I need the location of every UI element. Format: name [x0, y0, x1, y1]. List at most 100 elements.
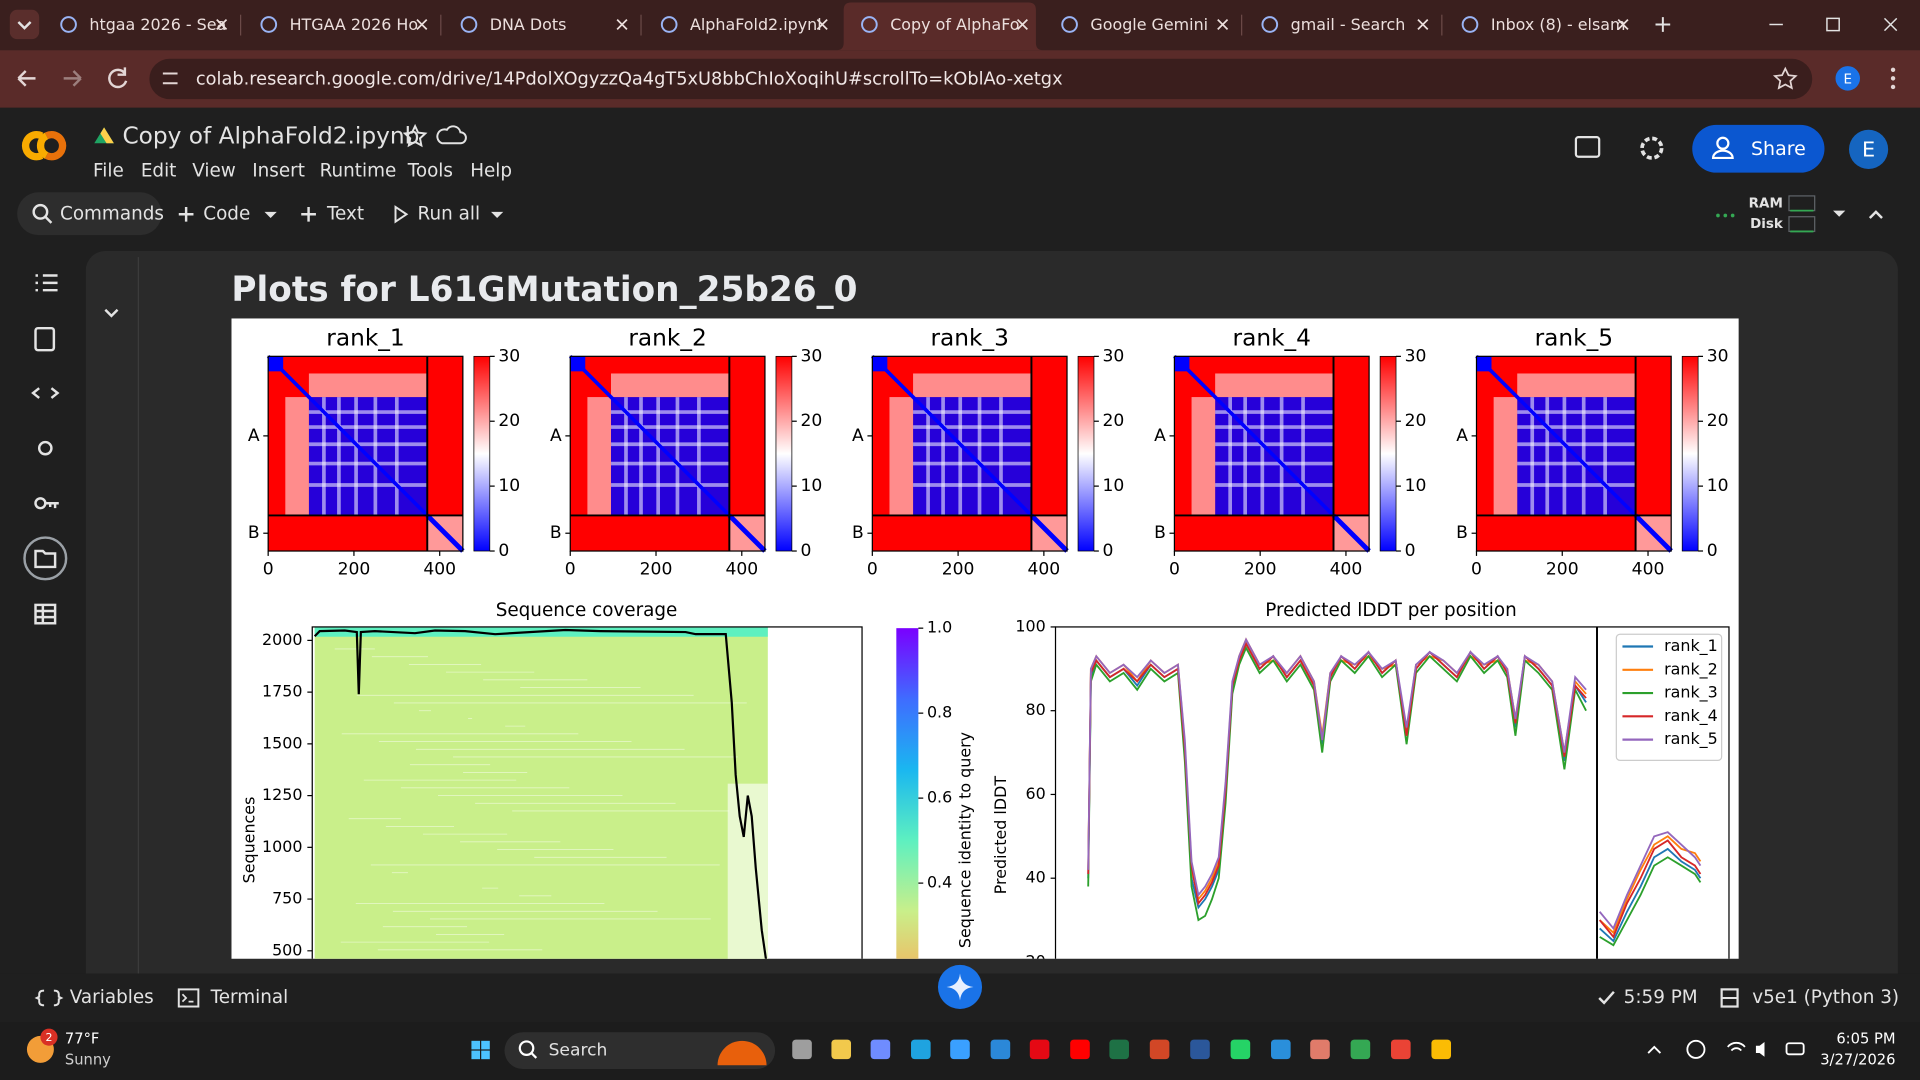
comments-button[interactable]: [1574, 136, 1601, 158]
runtime-label[interactable]: v5e1 (Python 3): [1752, 987, 1899, 1008]
profile-avatar[interactable]: [1835, 66, 1860, 91]
pinned-app[interactable]: [831, 1039, 852, 1060]
toc-icon[interactable]: [35, 274, 58, 292]
tab-search-button[interactable]: [9, 9, 40, 40]
star-notebook[interactable]: [402, 123, 428, 148]
pinned-app[interactable]: [990, 1039, 1011, 1060]
tab-title[interactable]: Google Gemini: [1090, 15, 1208, 34]
menu-item[interactable]: Tools: [407, 160, 453, 181]
battery-icon[interactable]: [1785, 1042, 1805, 1056]
wifi-icon[interactable]: [1727, 1041, 1746, 1052]
tab-title[interactable]: AlphaFold2.ipynl: [690, 15, 822, 34]
bookmark-star[interactable]: [1772, 66, 1798, 90]
add-code-button[interactable]: Code: [203, 203, 250, 224]
pinned-app[interactable]: [1029, 1039, 1050, 1060]
site-info-icon[interactable]: [162, 72, 178, 85]
close-window-button[interactable]: [1883, 17, 1898, 32]
start-button[interactable]: [471, 1040, 490, 1060]
pinned-app[interactable]: [1391, 1039, 1411, 1060]
tab-title[interactable]: Inbox (8) - elsam: [1491, 15, 1626, 34]
plot-frame: [569, 355, 766, 552]
run-all-button[interactable]: Run all: [418, 203, 480, 224]
colorbar-tick-label: 20: [1103, 411, 1125, 431]
pinned-app[interactable]: [1271, 1039, 1291, 1060]
tab-title[interactable]: HTGAA 2026 Ho: [290, 15, 419, 34]
x-tick-label: 200: [640, 559, 673, 579]
tab-title[interactable]: htgaa 2026 - Sea: [89, 15, 226, 34]
pinned-app[interactable]: [1190, 1039, 1210, 1060]
tab-close[interactable]: [1617, 18, 1629, 30]
back-button[interactable]: [17, 70, 36, 87]
settings-button[interactable]: [1640, 136, 1664, 160]
collapse-output[interactable]: [104, 308, 119, 318]
tab-close[interactable]: [616, 18, 628, 30]
reload-button[interactable]: [108, 67, 128, 89]
colorbar: [1681, 355, 1699, 552]
tab-close[interactable]: [216, 18, 228, 30]
forward-button[interactable]: [63, 70, 82, 87]
menu-item[interactable]: File: [93, 160, 124, 181]
chain-label: A: [248, 426, 260, 446]
menu-item[interactable]: Edit: [141, 160, 177, 181]
sync-icon[interactable]: [1686, 1039, 1706, 1059]
tray-overflow[interactable]: [1647, 1045, 1662, 1054]
pae-mid-region: [913, 373, 1032, 398]
url-field[interactable]: [149, 58, 1813, 100]
account-avatar[interactable]: [1848, 129, 1889, 169]
terminal-button[interactable]: Terminal: [210, 987, 289, 1008]
menu-item[interactable]: Runtime: [320, 160, 397, 181]
plot-title: rank_3: [930, 325, 1008, 352]
tab-close[interactable]: [816, 18, 828, 30]
plot-frame: [267, 355, 464, 552]
menu-item[interactable]: Help: [470, 160, 512, 181]
legend-label: rank_5: [1664, 729, 1718, 749]
code-dropdown[interactable]: [264, 211, 277, 218]
commands-button[interactable]: [17, 192, 162, 236]
add-text-icon: [301, 206, 316, 222]
pinned-app[interactable]: [1431, 1039, 1452, 1060]
taskbar-search[interactable]: [504, 1032, 776, 1069]
tab-title[interactable]: gmail - Search: [1291, 15, 1406, 34]
notebook-title[interactable]: Copy of AlphaFold2.ipynb: [122, 123, 419, 150]
clock-time[interactable]: 6:05 PM: [1836, 1031, 1895, 1048]
run-all-dropdown[interactable]: [491, 211, 504, 218]
pinned-app[interactable]: [1070, 1039, 1090, 1060]
resources-dropdown[interactable]: [1833, 210, 1846, 217]
tab-close[interactable]: [1016, 18, 1028, 30]
secrets-variable-icon[interactable]: [37, 440, 53, 456]
tab-title[interactable]: Copy of AlphaFo: [890, 15, 1019, 34]
tab-title[interactable]: DNA Dots: [490, 15, 567, 34]
pinned-app[interactable]: [870, 1039, 891, 1060]
pinned-app[interactable]: [1350, 1039, 1371, 1060]
restore-button[interactable]: [1826, 17, 1840, 32]
pinned-app[interactable]: [1149, 1039, 1170, 1060]
variables-button[interactable]: Variables: [70, 987, 154, 1008]
chain-label: A: [1456, 426, 1468, 446]
snippets-icon[interactable]: [31, 387, 60, 399]
last-run-time[interactable]: 5:59 PM: [1624, 987, 1698, 1008]
colorbar-tick-label: 20: [1707, 411, 1729, 431]
active-tab[interactable]: [836, 2, 1044, 51]
menu-item[interactable]: View: [192, 160, 236, 181]
collapse-header[interactable]: [1868, 210, 1883, 219]
find-icon[interactable]: [34, 326, 56, 352]
clock-date[interactable]: 3/27/2026: [1820, 1051, 1895, 1068]
menu-item[interactable]: Insert: [252, 160, 305, 181]
new-tab-button[interactable]: [1655, 17, 1671, 32]
pinned-app[interactable]: [1310, 1039, 1330, 1060]
pinned-app[interactable]: [911, 1039, 931, 1060]
share-button[interactable]: [1692, 124, 1825, 173]
pinned-app[interactable]: [792, 1039, 812, 1060]
tab-close[interactable]: [1217, 18, 1229, 30]
tab-close[interactable]: [1417, 18, 1429, 30]
files-icon[interactable]: [23, 536, 68, 581]
browser-menu[interactable]: [1890, 67, 1896, 90]
data-table-icon[interactable]: [34, 603, 57, 625]
weather-badge-count: 2: [45, 1031, 52, 1044]
tab-close[interactable]: [416, 18, 428, 30]
pinned-app[interactable]: [1109, 1039, 1129, 1060]
pinned-app[interactable]: [950, 1039, 970, 1060]
pinned-app[interactable]: [1230, 1039, 1251, 1060]
add-text-button[interactable]: Text: [326, 203, 364, 224]
